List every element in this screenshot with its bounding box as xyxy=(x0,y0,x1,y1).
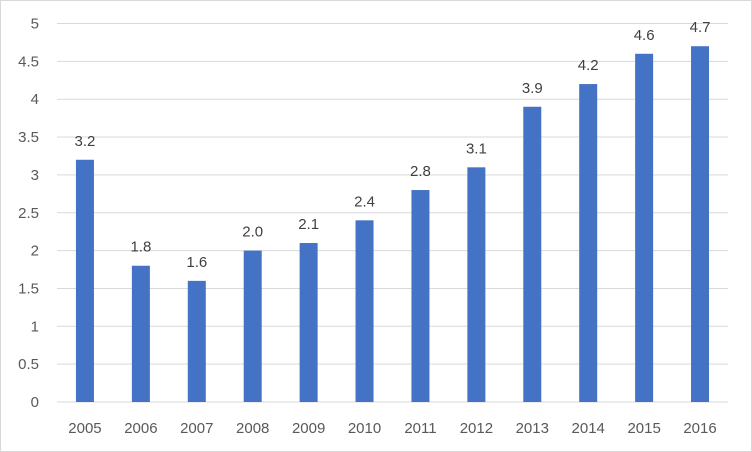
data-label: 4.7 xyxy=(690,19,711,36)
y-tick-label: 4.5 xyxy=(18,53,39,70)
bar xyxy=(579,84,598,402)
x-tick-label: 2006 xyxy=(124,420,157,437)
y-tick-label: 2.5 xyxy=(18,205,39,222)
y-tick-label: 3.5 xyxy=(18,129,39,146)
x-tick-label: 2012 xyxy=(460,420,493,437)
data-label: 2.8 xyxy=(410,163,431,180)
x-tick-label: 2011 xyxy=(404,420,436,437)
x-tick-label: 2007 xyxy=(180,420,213,437)
y-tick-label: 4 xyxy=(31,91,39,108)
bar xyxy=(691,46,710,403)
x-tick-label: 2008 xyxy=(236,420,269,437)
y-tick-label: 1.5 xyxy=(18,280,39,297)
data-label: 1.8 xyxy=(130,239,151,256)
y-tick-label: 1 xyxy=(31,318,39,335)
x-tick-label: 2016 xyxy=(683,420,716,437)
bar xyxy=(75,159,94,402)
x-tick-label: 2015 xyxy=(627,420,660,437)
bar xyxy=(131,265,150,402)
data-label: 1.6 xyxy=(186,254,207,271)
data-label: 3.2 xyxy=(75,133,96,150)
x-tick-label: 2013 xyxy=(516,420,549,437)
bar xyxy=(523,106,542,403)
y-tick-label: 0.5 xyxy=(18,356,39,373)
bar xyxy=(355,220,374,402)
data-label: 4.6 xyxy=(634,27,655,44)
x-tick-label: 2005 xyxy=(68,420,101,437)
bar xyxy=(411,190,430,402)
data-label: 2.1 xyxy=(298,216,319,233)
y-tick-label: 3 xyxy=(31,167,39,184)
y-tick-label: 5 xyxy=(31,16,39,33)
data-label: 4.2 xyxy=(578,57,599,74)
bar xyxy=(299,243,318,402)
data-label: 3.1 xyxy=(466,140,487,157)
data-label: 3.9 xyxy=(522,80,543,97)
y-tick-label: 2 xyxy=(31,243,39,260)
bar xyxy=(243,250,262,402)
x-tick-label: 2010 xyxy=(348,420,381,437)
y-tick-label: 0 xyxy=(31,394,39,411)
bar xyxy=(467,167,486,402)
x-tick-label: 2009 xyxy=(292,420,325,437)
x-tick-label: 2014 xyxy=(572,420,605,437)
bar xyxy=(187,280,206,402)
bar xyxy=(635,53,654,402)
data-label: 2.0 xyxy=(242,224,263,241)
data-label: 2.4 xyxy=(354,193,375,210)
